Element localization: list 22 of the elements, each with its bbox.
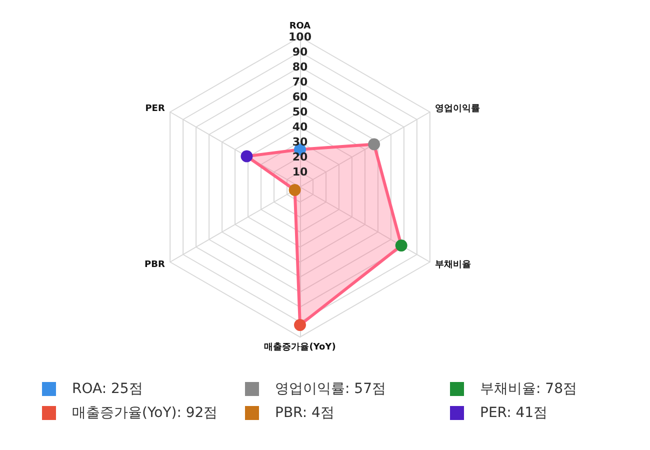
spoke-label: 부채비율	[435, 260, 472, 270]
y-tick-label: 90	[292, 46, 308, 58]
y-tick-label: 10	[292, 166, 308, 178]
text: 부채비율: 78점	[480, 380, 577, 398]
text: 영업이익률: 57점	[275, 380, 386, 398]
spoke-label: PER	[145, 104, 165, 114]
y-tick-label: 80	[292, 60, 308, 74]
text: 매출증가율(YoY): 92점	[72, 404, 218, 422]
spoke-label: ROA	[289, 22, 311, 32]
y-tick-label: 30	[292, 136, 308, 148]
text: PBR: 4점	[275, 404, 334, 422]
y-tick-label: 20	[292, 150, 308, 164]
y-tick-label: 100	[288, 30, 312, 44]
spoke-label: 영업이익률	[435, 104, 480, 114]
y-tick-label: 70	[292, 76, 308, 88]
spoke-label: 매출증가율(YoY)	[264, 342, 336, 352]
spoke-label: PBR	[144, 260, 165, 270]
y-tick-label: 50	[292, 106, 308, 118]
text: PER: 41점	[480, 404, 548, 422]
y-tick-label: 60	[292, 90, 308, 104]
y-tick-label: 40	[292, 120, 308, 134]
text: ROA: 25점	[72, 380, 143, 398]
